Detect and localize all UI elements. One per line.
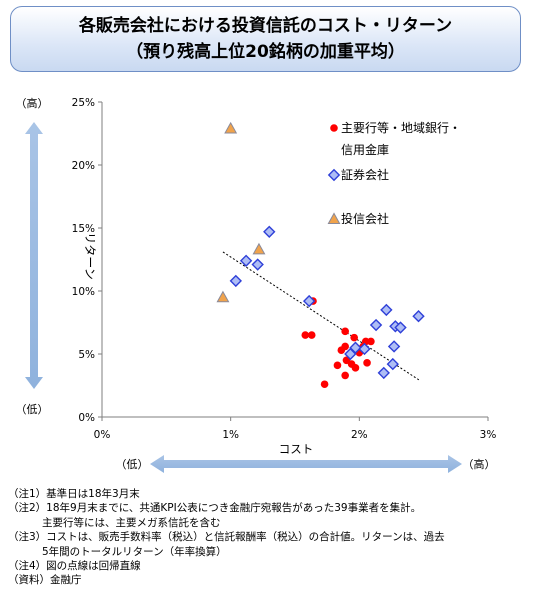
chart-title: 各販売会社における投資信託のコスト・リターン [78, 16, 453, 36]
note-3-continued: 5年間のトータルリターン（年率換算） [42, 545, 227, 558]
data-point-diamond [394, 321, 407, 334]
y-tick-label: 25% [72, 97, 95, 109]
data-point-diamond [387, 340, 401, 353]
legend-label: 信用金庫 [341, 142, 389, 157]
data-point-circle [363, 359, 371, 367]
x-tick-label: 3% [480, 429, 497, 441]
return-low-label: （低） [16, 403, 49, 416]
legend-marker-diamond [327, 168, 341, 182]
note-2-continued: 主要行等には、主要メガ系信託を含む [42, 516, 221, 529]
y-tick-label: 0% [78, 412, 95, 424]
data-point-triangle [224, 121, 238, 134]
data-point-diamond [239, 254, 253, 267]
data-point-circle [301, 331, 310, 339]
x-axis-title: コスト [279, 442, 314, 456]
data-point-diamond [251, 258, 264, 271]
data-point-diamond [349, 341, 362, 354]
legend-label: 証券会社 [341, 167, 389, 182]
y-tick-label: 15% [72, 223, 95, 235]
note-1: （注1）基準日は18年3月末 [8, 488, 140, 500]
source-note: （資料）金融庁 [8, 574, 82, 587]
data-point-circle [350, 333, 358, 342]
data-point-diamond [369, 318, 383, 332]
return-direction-arrow [25, 122, 43, 389]
data-point-circle [351, 364, 360, 372]
y-tick-label: 10% [72, 286, 95, 298]
regression-line [222, 251, 421, 381]
y-tick-label: 20% [72, 160, 95, 172]
note-2: （注2）18年9月末までに、共通KPI公表につき金融庁宛報告があった39事業者を… [8, 502, 422, 515]
y-tick-label: 5% [78, 349, 95, 361]
data-point-diamond [412, 310, 425, 323]
y-axis-title: リターン [83, 232, 97, 279]
legend-marker-triangle [327, 212, 341, 224]
data-point-triangle [216, 290, 230, 303]
cost-direction-arrow [150, 455, 462, 473]
legend-label: 主要行等・地域銀行・ [341, 121, 461, 135]
note-4: （注4）図の点線は回帰直線 [8, 560, 141, 573]
data-point-circle [341, 371, 349, 380]
cost-high-label: （高） [463, 457, 496, 471]
data-point-circle [341, 327, 349, 336]
data-point-circle [341, 342, 349, 351]
return-high-label: （高） [16, 96, 49, 110]
data-point-diamond [386, 357, 399, 371]
x-tick-label: 0% [94, 429, 111, 441]
data-point-diamond [377, 366, 390, 380]
data-point-circle [333, 361, 342, 370]
data-point-circle [320, 380, 329, 389]
data-point-diamond [302, 294, 316, 308]
note-3: （注3）コストは、販売手数料率（税込）と信託報酬率（税込）の合計値。リターンは、… [8, 531, 445, 544]
data-point-circle [367, 337, 375, 346]
cost-low-label: （低） [116, 458, 149, 471]
data-point-circle [307, 331, 316, 339]
scatter-chart: 0% 5% 10% 15% 20% 25% 0% 1% 2% 3% コスト リターン 主要行等・地域銀… [16, 96, 497, 473]
legend-marker-circle [330, 124, 338, 132]
data-point-diamond [380, 303, 393, 317]
chart-subtitle: （預り残高上位20銘柄の加重平均） [126, 42, 405, 62]
x-tick-label: 2% [351, 429, 368, 441]
legend-label: 投信会社 [341, 211, 389, 226]
data-point-diamond [229, 274, 243, 288]
data-point-triangle [252, 242, 266, 255]
footnotes: （注1）基準日は18年3月末 （注2）18年9月末までに、共通KPI公表につき金… [8, 487, 528, 588]
x-tick-label: 1% [222, 429, 239, 441]
data-point-diamond [344, 347, 357, 361]
data-point-diamond [358, 342, 371, 356]
data-point-diamond [263, 225, 276, 238]
chart-title-box: 各販売会社における投資信託のコスト・リターン （預り残高上位20銘柄の加重平均） [10, 6, 521, 72]
